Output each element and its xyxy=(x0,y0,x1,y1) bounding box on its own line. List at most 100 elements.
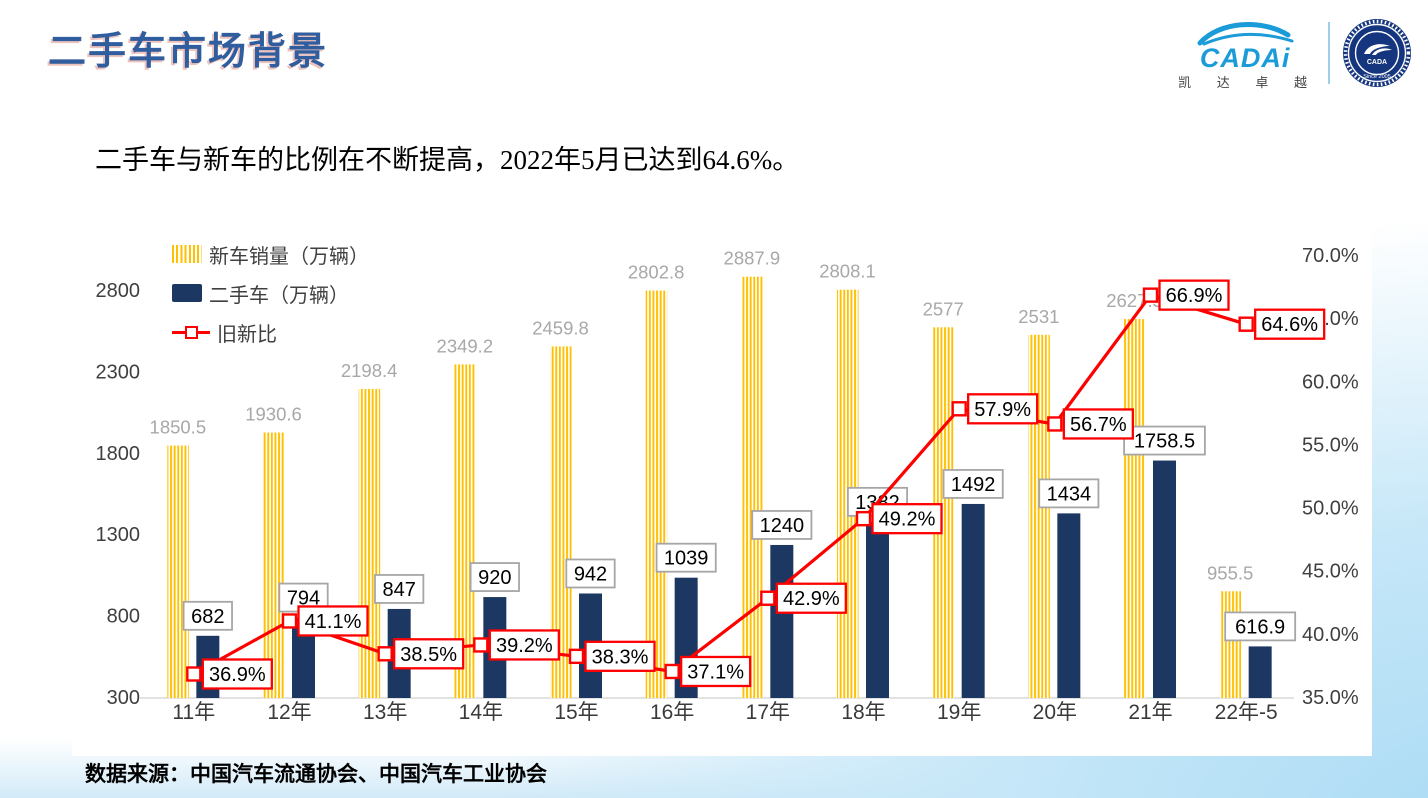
svg-text:1434: 1434 xyxy=(1047,483,1092,505)
category-label: 12年 xyxy=(267,701,311,724)
new-car-bar xyxy=(1219,591,1242,698)
right-axis-tick: 70.0% xyxy=(1302,245,1359,267)
category-label: 13年 xyxy=(363,701,407,724)
used-car-bar xyxy=(1153,460,1176,698)
category-label: 17年 xyxy=(746,701,790,724)
left-axis-tick: 2300 xyxy=(96,361,141,383)
subtitle: 二手车与新车的比例在不断提高，2022年5月已达到64.6%。 xyxy=(95,145,800,175)
badge-center-text: CADA xyxy=(1367,59,1387,66)
ratio-value-label: 38.3% xyxy=(584,640,656,672)
used-car-value-label: 616.9 xyxy=(1224,611,1297,642)
new-car-bar xyxy=(741,276,763,698)
ratio-line-series xyxy=(193,293,1247,676)
ratio-marker xyxy=(568,648,585,665)
ratio-value-label: 36.9% xyxy=(201,658,273,690)
ratio-marker xyxy=(951,401,967,417)
new-car-value-label: 955.5 xyxy=(1207,562,1253,583)
svg-text:42.9%: 42.9% xyxy=(783,588,840,610)
svg-text:1240: 1240 xyxy=(760,515,805,537)
new-car-bar xyxy=(263,432,285,698)
ratio-markers xyxy=(186,287,1254,682)
used-car-value-label: 1240 xyxy=(751,510,813,540)
ratio-value-label: 66.9% xyxy=(1158,279,1230,311)
svg-text:39.2%: 39.2% xyxy=(496,635,553,657)
legend-item-new-cars: 新车销量（万辆） xyxy=(172,243,369,268)
new-car-bar xyxy=(167,445,189,698)
svg-text:64.6%: 64.6% xyxy=(1261,314,1318,336)
ratio-value-label: 41.1% xyxy=(297,605,369,637)
svg-text:37.1%: 37.1% xyxy=(687,661,744,683)
ratio-value-label: 38.5% xyxy=(393,638,465,670)
svg-text:57.9%: 57.9% xyxy=(974,399,1031,421)
svg-text:36.9%: 36.9% xyxy=(209,664,266,686)
svg-text:682: 682 xyxy=(191,606,224,628)
used-car-value-label: 942 xyxy=(565,558,616,589)
ratio-marker xyxy=(473,637,489,653)
page-title: 二手车市场背景 xyxy=(48,31,329,73)
ratio-marker xyxy=(1238,316,1254,332)
ratio-marker xyxy=(1047,416,1063,432)
used-car-value-label: 920 xyxy=(469,562,520,592)
used-car-bar xyxy=(1057,513,1081,698)
cadai-logo: CADAi 凯 达 卓 越 xyxy=(1172,17,1318,89)
category-label: 20年 xyxy=(1033,701,1077,724)
new-car-value-label: 2577 xyxy=(923,298,964,319)
ratio-value-label: 42.9% xyxy=(775,582,847,614)
legend-item-ratio: 旧新比 xyxy=(172,321,369,346)
legend-label: 旧新比 xyxy=(217,323,277,346)
new-car-value-label: 1930.6 xyxy=(245,404,302,425)
category-label: 15年 xyxy=(554,701,598,724)
ratio-marker xyxy=(760,590,776,606)
right-axis-tick: 35.0% xyxy=(1302,687,1359,709)
new-car-value-label: 2531 xyxy=(1018,306,1059,327)
new-car-bar xyxy=(1028,334,1050,698)
category-labels: 11年 12年 13年 14年 15年 16年 17年 18年 19年 20年 21年 22年-5 xyxy=(172,701,1277,724)
used-car-value-label: 1434 xyxy=(1038,478,1100,509)
used-car-bar xyxy=(770,544,794,698)
category-label: 11年 xyxy=(172,701,215,724)
svg-text:49.2%: 49.2% xyxy=(879,509,936,531)
svg-text:616.9: 616.9 xyxy=(1235,616,1285,638)
car-logo-icon xyxy=(1197,22,1294,46)
brand-name: CADAi xyxy=(1199,43,1291,73)
data-source: 数据来源：中国汽车流通协会、中国汽车工业协会 xyxy=(85,763,547,786)
badge-bottom-text: Since 2005 xyxy=(1363,74,1391,80)
left-axis-tick: 300 xyxy=(107,687,140,709)
ratio-marker xyxy=(855,510,872,527)
ratio-value-label: 39.2% xyxy=(488,629,560,661)
right-axis-tick: 45.0% xyxy=(1302,561,1359,583)
category-label: 18年 xyxy=(841,701,885,724)
used-car-bar xyxy=(961,503,985,698)
category-label: 22年-5 xyxy=(1215,701,1278,724)
svg-text:41.1%: 41.1% xyxy=(305,611,362,633)
used-car-bar xyxy=(1248,646,1272,698)
used-car-value-label: 1758.5 xyxy=(1123,425,1206,456)
svg-text:794: 794 xyxy=(287,588,320,610)
svg-text:1492: 1492 xyxy=(951,474,996,496)
right-axis-tick: 60.0% xyxy=(1302,371,1359,393)
striped-bar-swatch-icon xyxy=(172,245,202,263)
new-car-bar xyxy=(550,346,572,698)
logo-divider xyxy=(1328,22,1330,84)
svg-text:66.9%: 66.9% xyxy=(1166,285,1223,307)
category-label: 16年 xyxy=(650,701,694,724)
ratio-value-label: 37.1% xyxy=(680,655,752,688)
used-car-value-label: 847 xyxy=(374,574,425,604)
brand-caption: 凯 达 卓 越 xyxy=(1178,75,1318,90)
legend-label: 新车销量（万辆） xyxy=(209,245,369,268)
used-car-value-label: 1039 xyxy=(655,542,717,573)
svg-text:920: 920 xyxy=(478,567,511,589)
right-axis-tick: 40.0% xyxy=(1302,624,1359,646)
right-axis-labels: 35.0%40.0%45.0%50.0%55.0%60.0%65.0%70.0% xyxy=(1302,245,1359,709)
right-axis-tick: 55.0% xyxy=(1302,434,1359,456)
svg-text:38.3%: 38.3% xyxy=(592,646,649,668)
category-label: 19年 xyxy=(937,701,981,724)
line-marker-swatch-icon xyxy=(172,325,210,339)
ratio-marker xyxy=(1142,287,1159,303)
new-car-bar xyxy=(1124,319,1146,698)
new-car-value-label: 2887.9 xyxy=(724,248,781,269)
left-axis-tick: 800 xyxy=(107,606,140,628)
association-badge-icon: CADA Since 2005 xyxy=(1343,19,1411,87)
